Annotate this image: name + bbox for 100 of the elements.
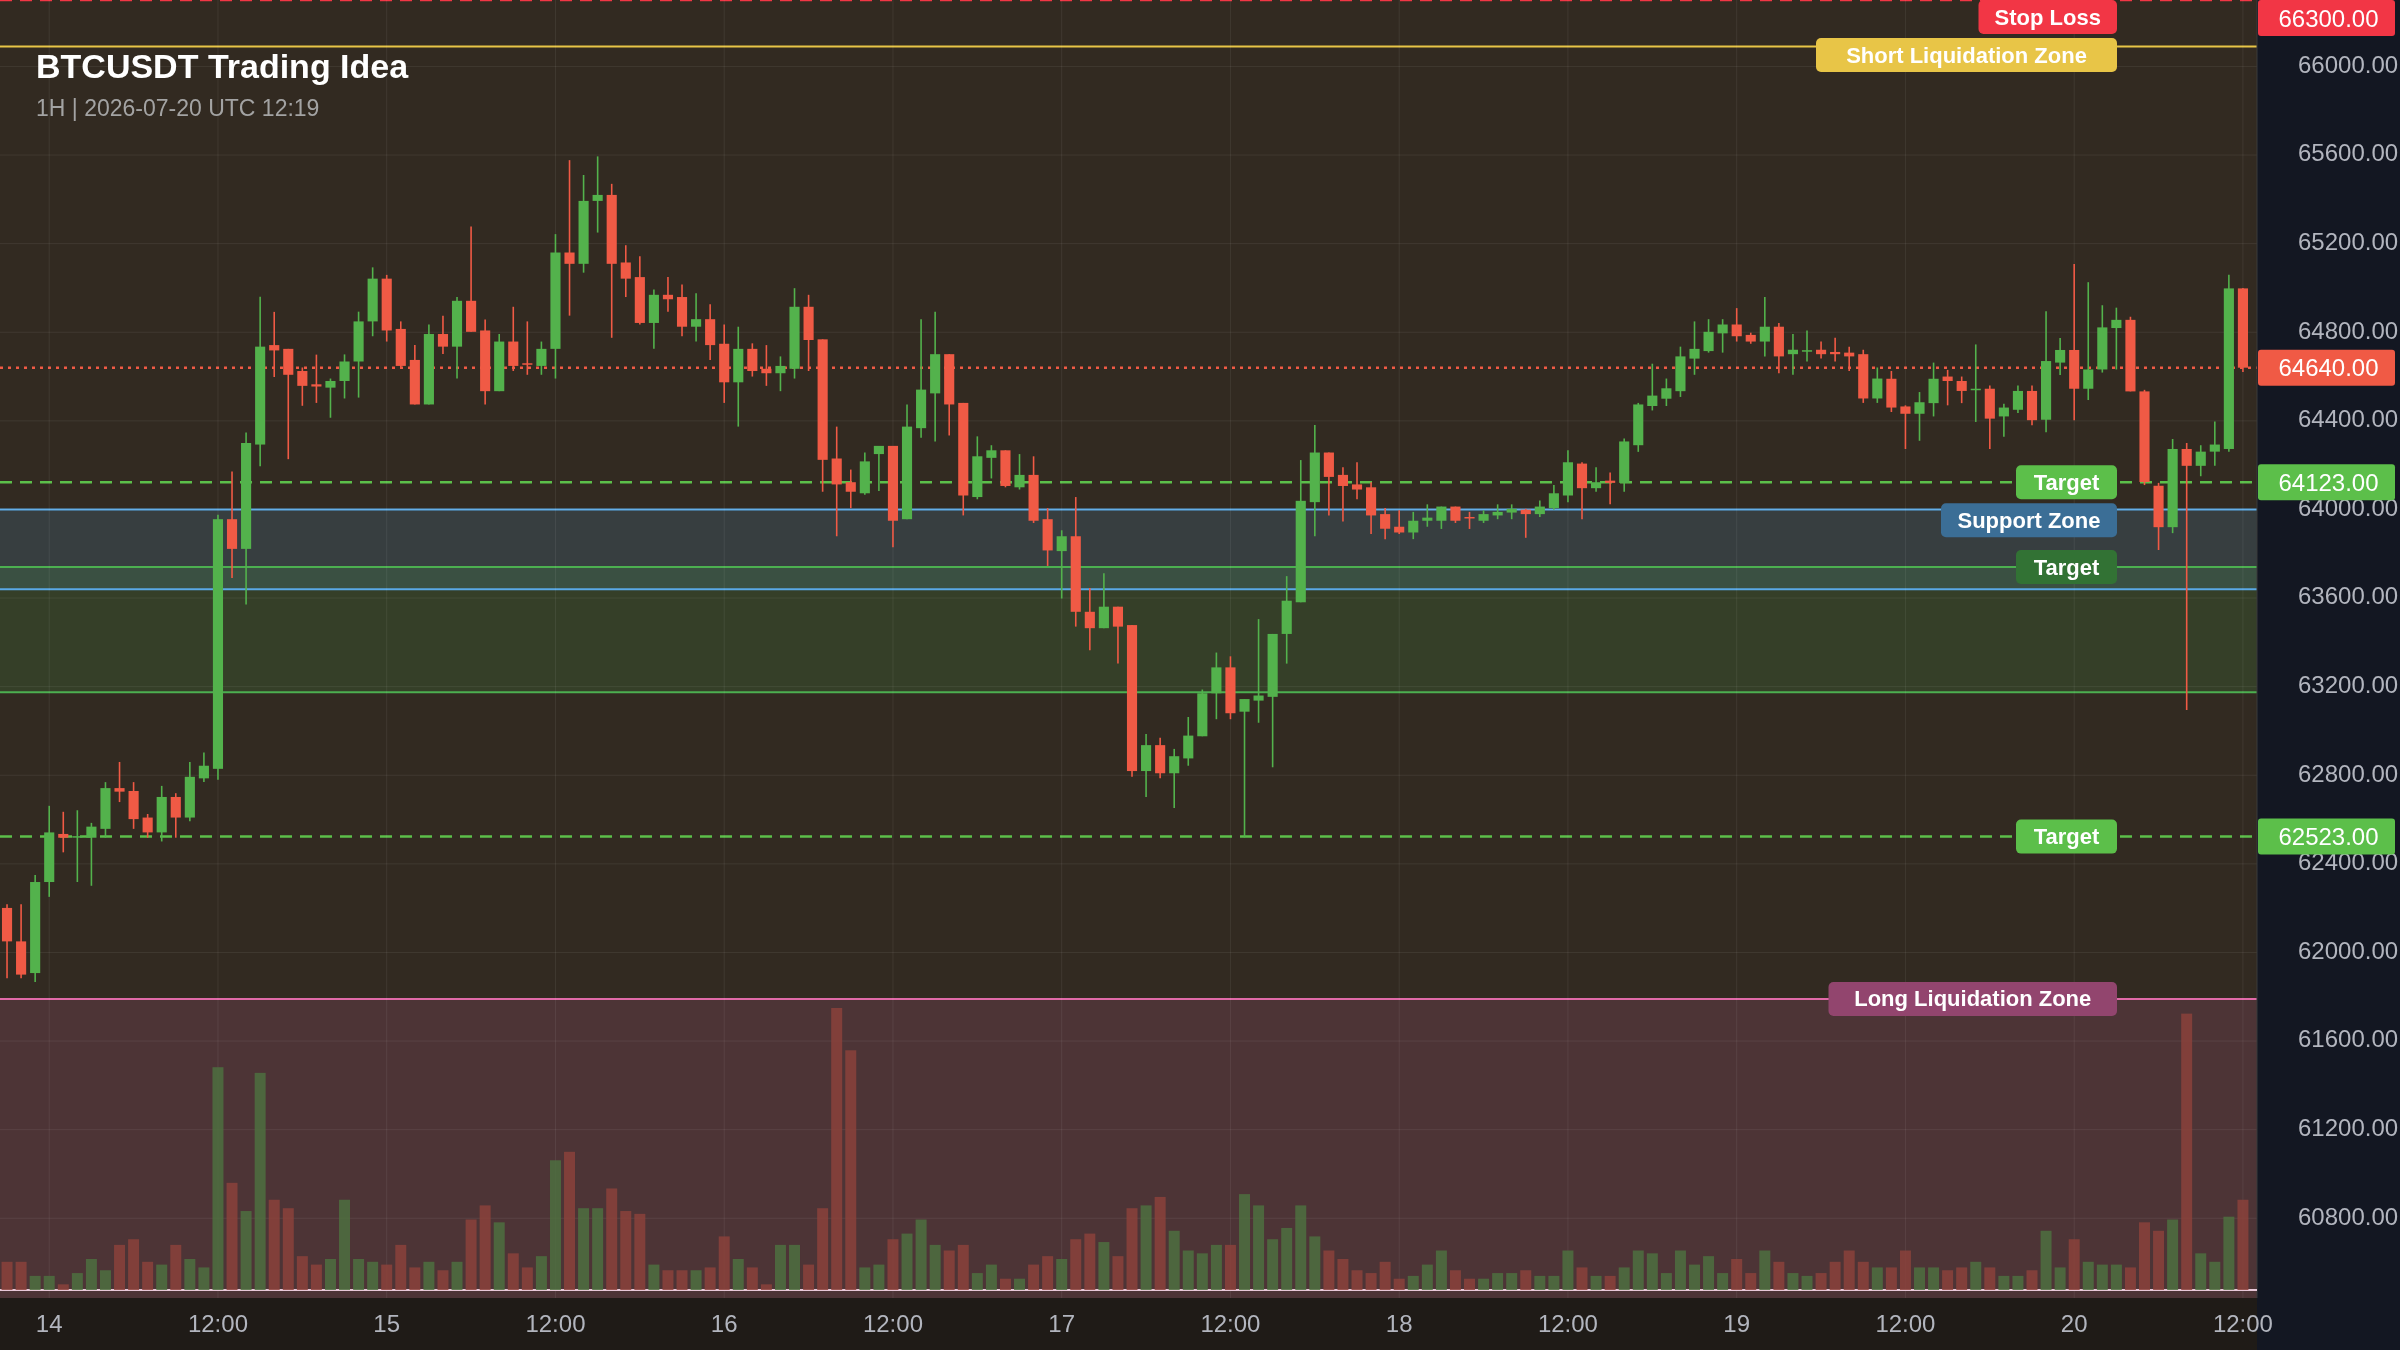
bar [1421,1264,1433,1290]
candlestick [1731,307,1742,343]
bar [2124,1267,2136,1290]
bar [999,1278,1011,1290]
bar [339,1199,351,1290]
candlestick [986,444,997,480]
bar [310,1264,322,1290]
candlestick [339,353,350,400]
bar [985,1264,997,1290]
candlestick [536,340,547,376]
y-tick-label: 62800.00 [2298,759,2399,787]
bar [1984,1267,1996,1290]
bar [254,1072,266,1290]
bar [1942,1270,1954,1290]
bar [170,1244,182,1290]
bar [1731,1258,1743,1290]
bar [1253,1205,1265,1290]
y-tick-label: 63600.00 [2298,582,2399,610]
bar [634,1213,646,1290]
candlestick [1408,511,1419,540]
candlestick [58,811,69,854]
bar [732,1258,744,1290]
candlestick [170,792,181,839]
bar [493,1222,505,1290]
band-label: Target [2033,554,2100,580]
bar [521,1267,533,1290]
bar [2110,1264,2122,1290]
bar [2054,1267,2066,1290]
bar [718,1236,730,1290]
bar [1914,1267,1925,1290]
bar [240,1211,252,1290]
bar [535,1256,547,1290]
bar [1464,1278,1475,1290]
bar [437,1270,449,1290]
bar [578,1208,590,1290]
x-tick-label: 17 [1048,1310,1076,1337]
bar [1759,1250,1771,1290]
bar [957,1244,969,1290]
bar [1365,1273,1377,1290]
bar [1281,1227,1293,1290]
candlestick [325,377,336,419]
y-tick-label: 65600.00 [2298,139,2399,167]
y-tick-label: 63200.00 [2298,671,2399,698]
bar [1843,1250,1855,1290]
bar [1407,1275,1419,1290]
bar [1056,1258,1068,1290]
bar [1084,1233,1096,1290]
bar [549,1160,561,1290]
candlestick [845,468,856,509]
text: 66300.00 [2278,4,2379,32]
bar [2167,1219,2179,1290]
bar [1590,1275,1602,1290]
y-tick-label: 64400.00 [2298,405,2399,433]
bar [690,1270,702,1290]
candlestick [2195,444,2206,478]
bar [409,1267,421,1290]
candlestick [1647,362,1658,412]
bar [1239,1194,1250,1290]
bar [1449,1270,1461,1290]
bar [1478,1278,1490,1290]
candlestick [564,159,575,317]
candlestick [1014,453,1025,491]
x-tick-label: 18 [1385,1310,1413,1337]
candlestick [1661,377,1672,407]
bar [1801,1275,1813,1290]
bar [676,1270,688,1290]
bar [1309,1236,1321,1290]
bar [57,1284,69,1290]
candlestick [2055,337,2066,376]
bar [367,1261,379,1290]
bar [1393,1278,1405,1290]
y-tick-label: 66000.00 [2298,50,2399,78]
candlestick [1084,587,1095,652]
bar [479,1205,491,1290]
bar [803,1264,815,1290]
bar [1717,1273,1729,1290]
bar [760,1284,772,1290]
bar [606,1188,618,1290]
candlestick [437,314,449,355]
candlestick [2209,420,2220,467]
bar [943,1250,955,1290]
candlestick [114,761,125,803]
x-tick-label: 12:00 [1875,1310,1936,1337]
band-label: Long Liquidation Zone [1854,986,2092,1012]
bar [1548,1275,1560,1290]
bar [1576,1267,1588,1290]
bar [451,1261,463,1290]
bar [1492,1273,1504,1290]
bar [2096,1264,2108,1290]
bar [1154,1196,1166,1290]
bar [1337,1258,1349,1290]
bar [1703,1256,1715,1290]
bar [2153,1230,2165,1290]
bar [1506,1273,1518,1290]
bar [2237,1199,2249,1290]
candlestick [2111,306,2122,371]
bar [1,1261,13,1290]
bar [1787,1273,1799,1290]
ref-line-label: Target [2033,824,2100,850]
bar [1956,1267,1968,1290]
